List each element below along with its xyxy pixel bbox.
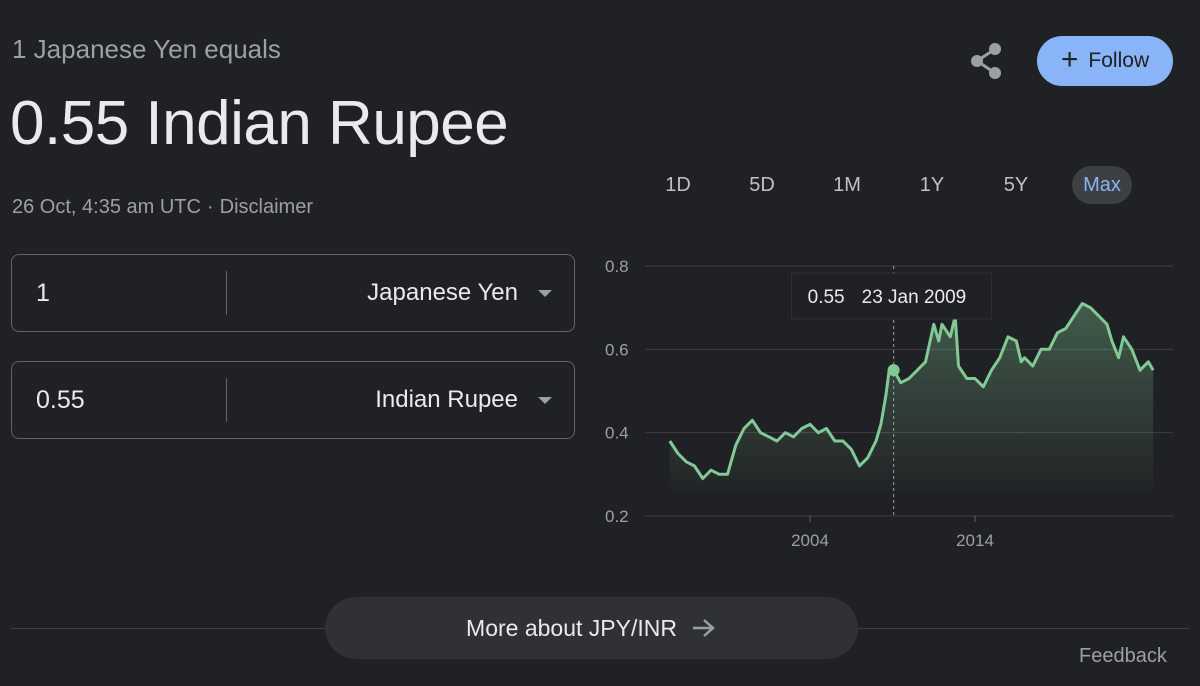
tooltip-date: 23 Jan 2009 [862,287,967,308]
tooltip-value: 0.55 [808,287,845,308]
chevron-down-icon[interactable] [538,290,552,297]
to-amount-input[interactable]: 0.55 [36,386,85,414]
converted-value-headline: 0.55 Indian Rupee [10,89,509,158]
x-tick-label: 2014 [956,531,994,550]
arrow-right-icon [692,619,715,637]
y-axis-ticks: 0.8 0.6 0.4 0.2 [605,257,629,526]
exchange-rate-chart[interactable]: 0.8 0.6 0.4 0.2 2004 2014 0.55 23 Jan 2009 [595,250,1185,560]
hover-point [887,364,900,377]
follow-button[interactable]: + Follow [1037,36,1173,86]
follow-label: Follow [1088,49,1150,72]
more-about-label: More about JPY/INR [466,614,677,641]
timestamp: 26 Oct, 4:35 am UTC [12,196,201,218]
chart-tooltip: 0.55 23 Jan 2009 [791,272,993,320]
share-button[interactable] [968,40,1006,82]
field-divider [226,271,227,315]
y-tick-label: 0.8 [605,257,629,276]
converter-subtitle: 1 Japanese Yen equals [12,34,281,64]
x-tick-label: 2004 [791,531,829,550]
chevron-down-icon[interactable] [538,397,552,404]
range-tab-max[interactable]: Max [1072,166,1132,204]
separator: · [206,196,214,218]
range-tab-5y[interactable]: 5Y [1003,173,1029,196]
feedback-link[interactable]: Feedback [1079,645,1167,667]
y-tick-label: 0.2 [605,507,629,526]
more-about-button[interactable]: More about JPY/INR [325,597,858,659]
disclaimer-link[interactable]: Disclaimer [219,196,313,218]
y-tick-label: 0.6 [605,340,629,359]
range-tab-5d[interactable]: 5D [749,173,775,196]
y-tick-label: 0.4 [605,424,629,443]
from-currency-select[interactable]: Japanese Yen [367,279,518,306]
to-currency-field[interactable]: 0.55 Indian Rupee [11,361,575,439]
series-line [668,302,1155,480]
timestamp-row: 26 Oct, 4:35 am UTC · Disclaimer [12,196,313,219]
from-currency-field[interactable]: 1 Japanese Yen [11,254,575,332]
range-tab-1d[interactable]: 1D [665,173,691,196]
plus-icon: + [1060,42,1079,76]
series-area [669,303,1154,490]
to-currency-select[interactable]: Indian Rupee [375,386,518,413]
field-divider [226,378,227,422]
from-amount-input[interactable]: 1 [36,279,50,307]
x-axis-ticks: 2004 2014 [791,516,994,550]
range-tab-1y[interactable]: 1Y [919,173,945,196]
share-icon [971,43,1001,79]
range-tab-1m[interactable]: 1M [833,173,861,196]
